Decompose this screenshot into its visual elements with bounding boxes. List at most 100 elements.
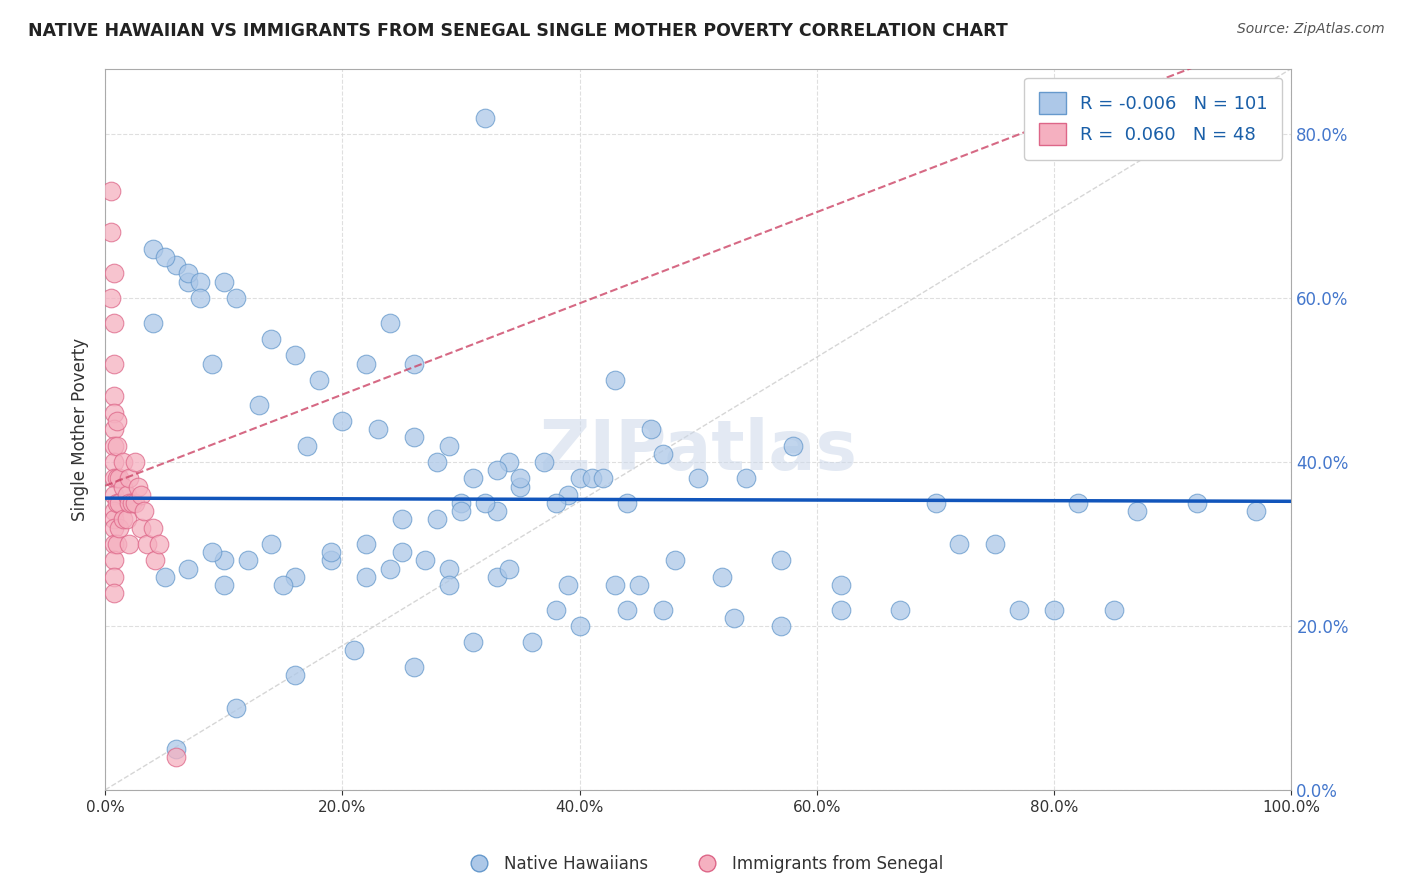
Point [212, 275, 235, 289]
Point [498, 455, 520, 469]
Point [103, 439, 125, 453]
Point [260, 332, 283, 346]
Point [568, 471, 591, 485]
Point [177, 561, 200, 575]
Point [103, 406, 125, 420]
Point [103, 537, 125, 551]
Point [439, 578, 461, 592]
Point [129, 520, 152, 534]
Text: Source: ZipAtlas.com: Source: ZipAtlas.com [1237, 22, 1385, 37]
Point [284, 348, 307, 362]
Point [627, 578, 650, 592]
Point [770, 553, 793, 567]
Point [485, 504, 508, 518]
Point [319, 545, 342, 559]
Point [1244, 504, 1267, 518]
Point [415, 553, 437, 567]
Point [474, 111, 496, 125]
Point [830, 578, 852, 592]
Point [111, 479, 134, 493]
Point [100, 185, 122, 199]
Point [734, 471, 756, 485]
Point [111, 512, 134, 526]
Point [984, 537, 1007, 551]
Point [450, 496, 472, 510]
Point [605, 578, 627, 592]
Point [332, 414, 354, 428]
Point [225, 701, 247, 715]
Y-axis label: Single Mother Poverty: Single Mother Poverty [72, 337, 89, 521]
Point [134, 504, 156, 518]
Point [103, 357, 125, 371]
Point [1185, 496, 1208, 510]
Point [378, 561, 401, 575]
Point [103, 504, 125, 518]
Point [509, 471, 531, 485]
Point [165, 742, 187, 756]
Point [544, 496, 567, 510]
Point [284, 668, 307, 682]
Point [118, 471, 141, 485]
Point [1007, 602, 1029, 616]
Point [103, 512, 125, 526]
Point [108, 520, 131, 534]
Text: ZIPatlas: ZIPatlas [540, 417, 858, 484]
Point [509, 479, 531, 493]
Point [770, 619, 793, 633]
Point [924, 496, 946, 510]
Point [201, 357, 224, 371]
Point [450, 504, 472, 518]
Point [391, 512, 413, 526]
Point [426, 512, 449, 526]
Point [129, 488, 152, 502]
Point [111, 455, 134, 469]
Point [581, 471, 603, 485]
Point [391, 545, 413, 559]
Point [533, 455, 555, 469]
Point [103, 316, 125, 330]
Point [105, 496, 128, 510]
Point [889, 602, 911, 616]
Legend: R = -0.006   N = 101, R =  0.060   N = 48: R = -0.006 N = 101, R = 0.060 N = 48 [1025, 78, 1282, 160]
Point [177, 267, 200, 281]
Point [295, 439, 318, 453]
Point [568, 619, 591, 633]
Point [212, 553, 235, 567]
Point [115, 512, 138, 526]
Point [108, 496, 131, 510]
Point [354, 537, 377, 551]
Point [115, 488, 138, 502]
Point [948, 537, 970, 551]
Point [284, 570, 307, 584]
Point [105, 537, 128, 551]
Point [148, 537, 170, 551]
Point [236, 553, 259, 567]
Point [103, 471, 125, 485]
Point [1126, 504, 1149, 518]
Point [1067, 496, 1090, 510]
Point [426, 455, 449, 469]
Point [498, 561, 520, 575]
Point [225, 291, 247, 305]
Point [378, 316, 401, 330]
Point [439, 439, 461, 453]
Point [461, 471, 484, 485]
Point [103, 488, 125, 502]
Point [308, 373, 330, 387]
Point [367, 422, 389, 436]
Point [103, 570, 125, 584]
Point [319, 553, 342, 567]
Point [108, 471, 131, 485]
Point [830, 602, 852, 616]
Point [100, 291, 122, 305]
Point [103, 389, 125, 403]
Point [271, 578, 294, 592]
Point [165, 750, 187, 764]
Point [605, 373, 627, 387]
Point [124, 455, 146, 469]
Point [142, 242, 165, 256]
Point [135, 537, 157, 551]
Point [439, 561, 461, 575]
Point [402, 660, 425, 674]
Point [100, 226, 122, 240]
